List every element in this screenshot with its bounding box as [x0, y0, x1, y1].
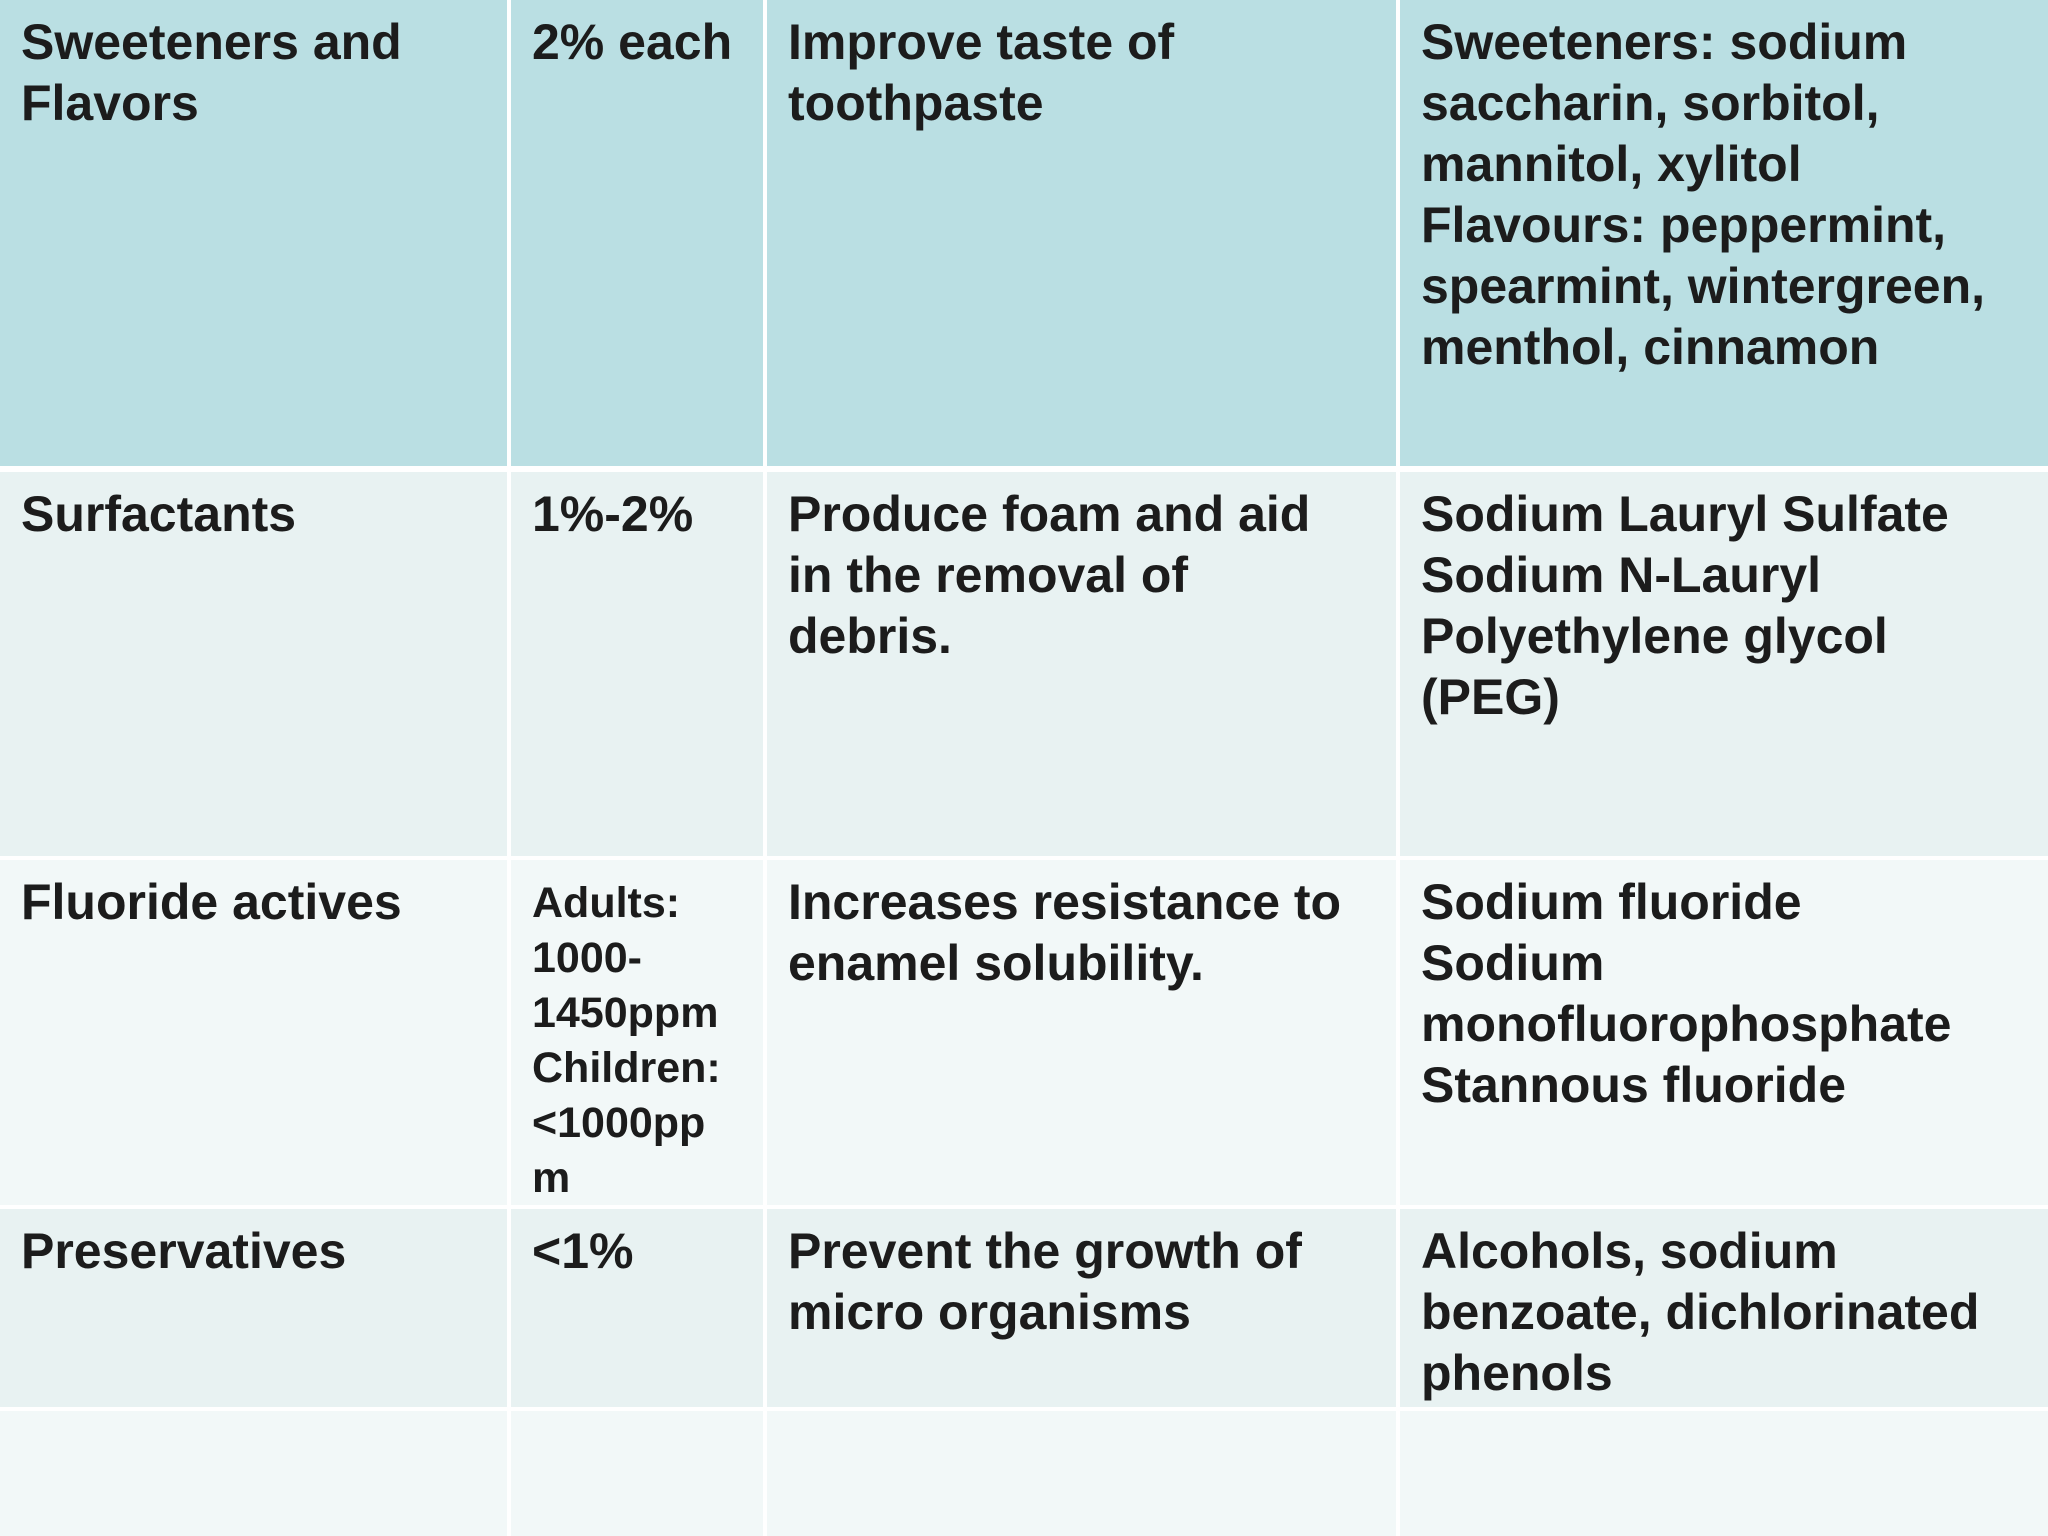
- cell-function-sweeteners: Improve taste of toothpaste: [767, 0, 1400, 472]
- cell-examples-surfactants: Sodium Lauryl Sulfate Sodium N-Lauryl Po…: [1400, 472, 2048, 860]
- cell-component-fluoride: Fluoride actives: [0, 860, 511, 1209]
- cell-component-preservatives: Preservatives: [0, 1209, 511, 1411]
- cell-examples-sweeteners: Sweeteners: sodium saccharin, sorbitol, …: [1400, 0, 2048, 472]
- cell-empty-2: [511, 1411, 767, 1536]
- cell-amount-sweeteners: 2% each: [511, 0, 767, 472]
- cell-empty-3: [767, 1411, 1400, 1536]
- cell-empty-1: [0, 1411, 511, 1536]
- cell-examples-preservatives: Alcohols, sodium benzoate, dichlorinated…: [1400, 1209, 2048, 1411]
- cell-amount-fluoride: Adults: 1000- 1450ppm Children: <1000pp …: [511, 860, 767, 1209]
- cell-amount-preservatives: <1%: [511, 1209, 767, 1411]
- cell-examples-fluoride: Sodium fluoride Sodium monofluorophospha…: [1400, 860, 2048, 1209]
- cell-empty-4: [1400, 1411, 2048, 1536]
- cell-amount-surfactants: 1%-2%: [511, 472, 767, 860]
- cell-component-sweeteners: Sweeteners and Flavors: [0, 0, 511, 472]
- cell-function-fluoride: Increases resistance to enamel solubilit…: [767, 860, 1400, 1209]
- cell-function-preservatives: Prevent the growth of micro organisms: [767, 1209, 1400, 1411]
- cell-function-surfactants: Produce foam and aid in the removal of d…: [767, 472, 1400, 860]
- cell-component-surfactants: Surfactants: [0, 472, 511, 860]
